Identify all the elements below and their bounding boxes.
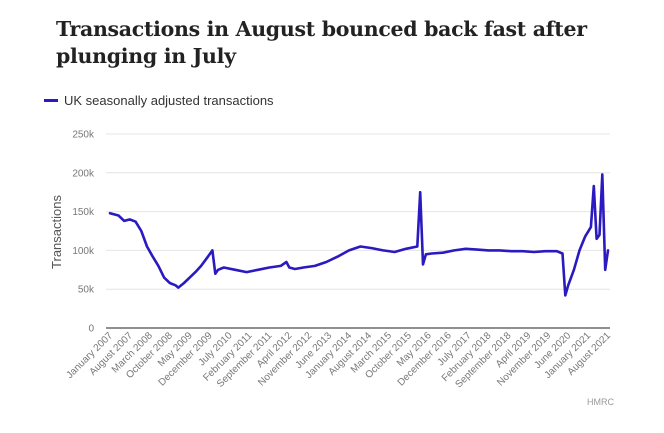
y-axis-ticks: 0 50k 100k 150k 200k 250k [72, 130, 95, 335]
y-tick-label: 100k [72, 246, 95, 257]
series-line-uk-transactions [108, 173, 610, 297]
y-axis-title: Transactions [49, 195, 64, 269]
y-tick-label: 150k [72, 207, 95, 218]
gridlines [106, 133, 610, 329]
source-label: HMRC [587, 397, 614, 407]
legend: UK seasonally adjusted transactions [44, 93, 274, 108]
y-tick-label: 200k [72, 168, 95, 179]
legend-label: UK seasonally adjusted transactions [64, 93, 274, 108]
series-group [108, 173, 610, 297]
y-tick-label: 250k [72, 130, 95, 141]
y-tick-label: 0 [88, 324, 94, 335]
y-tick-label: 50k [78, 285, 95, 296]
chart-title: Transactions in August bounced back fast… [56, 17, 587, 68]
legend-swatch [44, 99, 58, 102]
